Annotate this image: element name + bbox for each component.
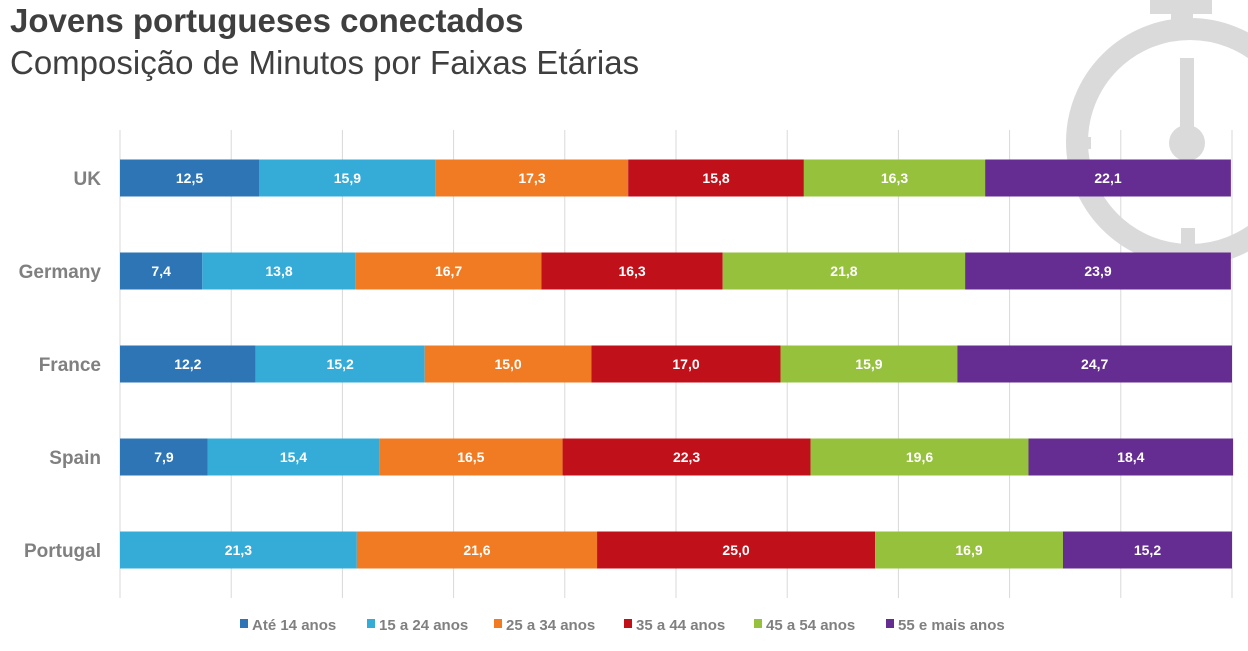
bar-segment [356, 531, 598, 569]
data-label: 7,9 [154, 449, 174, 465]
legend-swatch [494, 619, 502, 628]
bar-segment [435, 159, 629, 197]
bar-segment [875, 531, 1063, 569]
category-label: Portugal [24, 541, 101, 562]
bar-segment [597, 531, 876, 569]
bar-segment [810, 438, 1029, 476]
data-label: 13,8 [265, 263, 292, 279]
bar-segment [120, 438, 208, 476]
bar-segment [965, 252, 1231, 290]
category-label: Spain [49, 448, 101, 469]
data-label: 7,4 [151, 263, 171, 279]
data-label: 19,6 [906, 449, 933, 465]
data-label: 25,0 [722, 542, 749, 558]
data-label: 18,4 [1117, 449, 1144, 465]
legend-label: 55 e mais anos [898, 617, 1005, 634]
data-label: 15,9 [855, 356, 882, 372]
bar-segment [120, 531, 357, 569]
data-label: 17,3 [518, 170, 545, 186]
bar-segment [591, 345, 781, 383]
data-label: 12,2 [174, 356, 201, 372]
legend-swatch [367, 619, 375, 628]
bar-segment [379, 438, 563, 476]
bar-segment [541, 252, 723, 290]
bar-segment [1062, 531, 1232, 569]
bar-segment [202, 252, 356, 290]
chart-title: Jovens portugueses conectados [10, 2, 524, 39]
bar-segment [957, 345, 1232, 383]
data-label: 12,5 [176, 170, 203, 186]
bar-segment [628, 159, 804, 197]
legend-swatch [624, 619, 632, 628]
category-label: France [39, 355, 101, 376]
bar-segment [259, 159, 436, 197]
category-label: Germany [19, 262, 102, 283]
legend-label: 25 a 34 anos [506, 617, 595, 634]
bar-segment [355, 252, 542, 290]
bar-segment [803, 159, 986, 197]
legend-swatch [886, 619, 894, 628]
data-label: 16,7 [435, 263, 462, 279]
bar-segment [780, 345, 958, 383]
legend-swatch [240, 619, 248, 628]
data-label: 16,5 [457, 449, 484, 465]
data-label: 16,3 [881, 170, 908, 186]
data-label: 24,7 [1081, 356, 1108, 372]
bar-segment [1028, 438, 1234, 476]
data-label: 17,0 [672, 356, 699, 372]
bar-segment [722, 252, 966, 290]
data-label: 22,1 [1094, 170, 1121, 186]
bar-segment [424, 345, 592, 383]
bar-segment [120, 345, 256, 383]
bar-segment [120, 159, 259, 197]
bar-segment [207, 438, 380, 476]
legend-label: 15 a 24 anos [379, 617, 468, 634]
bar-segment [255, 345, 425, 383]
bar-segment [562, 438, 811, 476]
legend-swatch [754, 619, 762, 628]
legend-label: Até 14 anos [252, 617, 336, 634]
data-label: 15,4 [280, 449, 307, 465]
data-label: 15,2 [327, 356, 354, 372]
stopwatch-icon [1066, 0, 1248, 266]
data-label: 23,9 [1084, 263, 1111, 279]
data-label: 21,6 [463, 542, 490, 558]
data-label: 15,8 [702, 170, 729, 186]
data-label: 16,9 [955, 542, 982, 558]
data-label: 21,3 [225, 542, 252, 558]
data-label: 16,3 [618, 263, 645, 279]
chart-subtitle: Composição de Minutos por Faixas Etárias [10, 44, 640, 81]
data-label: 15,0 [494, 356, 521, 372]
data-label: 21,8 [830, 263, 857, 279]
legend-label: 45 a 54 anos [766, 617, 855, 634]
data-label: 15,2 [1134, 542, 1161, 558]
data-label: 15,9 [334, 170, 361, 186]
category-label: UK [74, 169, 102, 190]
data-label: 22,3 [673, 449, 700, 465]
legend-label: 35 a 44 anos [636, 617, 725, 634]
bar-segment [120, 252, 203, 290]
bar-segment [985, 159, 1231, 197]
